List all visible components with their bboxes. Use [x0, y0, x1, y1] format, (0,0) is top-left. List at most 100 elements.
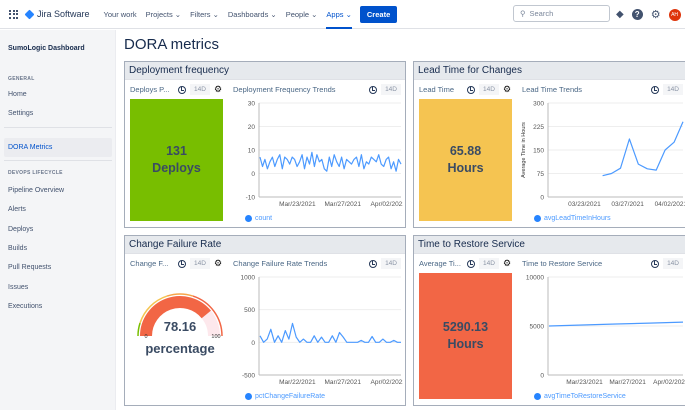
- stat-unit: percentage: [145, 341, 215, 356]
- sidebar-item-pipeline-overview[interactable]: Pipeline Overview: [8, 187, 65, 194]
- jira-logo[interactable]: Jira Software: [24, 9, 90, 19]
- top-nav: Jira Software Your work Projects ⌄ Filters…: [0, 0, 685, 29]
- stat-value: 65.88: [449, 144, 482, 158]
- nav-item[interactable]: Your work: [103, 9, 137, 19]
- legend-label: count: [255, 215, 273, 222]
- nav-item[interactable]: Projects ⌄: [145, 9, 182, 19]
- chart-legend[interactable]: count: [245, 215, 272, 222]
- series-line: [259, 322, 401, 343]
- time-range-badge[interactable]: 14D: [479, 84, 499, 95]
- trend-chart: 300 225 150 75 0 03/23/2021 03/27/2021 04/02/20…: [521, 101, 685, 209]
- y-axis-label: Average Time in Hours: [521, 122, 527, 178]
- search-input[interactable]: ⚲ Search: [513, 5, 610, 22]
- clock-icon[interactable]: [178, 85, 186, 94]
- sidebar-item-dora-metrics[interactable]: DORA Metrics: [4, 138, 112, 157]
- gauge-band: [139, 295, 168, 324]
- sidebar-title: SumoLogic Dashboard: [8, 45, 85, 52]
- y-tick-label: 0: [251, 171, 255, 178]
- clock-icon[interactable]: [651, 85, 660, 94]
- chart-legend[interactable]: avgLeadTimeInHours: [534, 215, 611, 222]
- gear-icon[interactable]: ⚙: [213, 258, 223, 268]
- stat-header: Lead Time 14D ⚙: [419, 84, 511, 95]
- clock-icon[interactable]: [369, 85, 378, 94]
- sidebar-item-executions[interactable]: Executions: [8, 302, 43, 310]
- y-tick-label: 75: [537, 171, 545, 178]
- trend-title[interactable]: Deployment Frequency Trends: [233, 85, 336, 94]
- chart-legend[interactable]: avgTimeToRestoreService: [534, 393, 626, 400]
- time-range-badge[interactable]: 14D: [190, 84, 210, 95]
- x-tick-label: Mar/27/2021: [609, 379, 646, 386]
- settings-icon[interactable]: ⚙: [650, 9, 661, 21]
- x-tick-label: Mar/23/2021: [279, 201, 316, 208]
- clock-icon[interactable]: [467, 85, 475, 94]
- notifications-icon[interactable]: ◆: [616, 9, 624, 20]
- gear-icon[interactable]: ⚙: [213, 84, 223, 94]
- time-range-badge[interactable]: 14D: [190, 258, 210, 269]
- stat-title[interactable]: Lead Time: [419, 85, 455, 94]
- x-tick-label: 04/02/2021: [655, 201, 685, 208]
- panel-title: Change Failure Rate: [125, 236, 405, 254]
- clock-icon[interactable]: [467, 259, 475, 268]
- panel-title: Lead Time for Changes: [414, 62, 685, 80]
- stat-value: 131: [166, 144, 187, 158]
- sidebar-item-pull-requests[interactable]: Pull Requests: [8, 264, 52, 272]
- trend-chart: 1000 500 0 -500 Mar/22/2021 Mar/27/2021 Apr/02…: [241, 275, 403, 387]
- app-switcher-icon[interactable]: [9, 9, 18, 19]
- time-range-badge[interactable]: 14D: [663, 84, 683, 95]
- stat-title[interactable]: Average Ti...: [419, 259, 461, 268]
- gauge-band: [137, 322, 141, 337]
- sidebar-item-home[interactable]: Home: [8, 91, 27, 98]
- gauge-label: 100: [211, 334, 220, 340]
- chart-legend[interactable]: pctChangeFailureRate: [245, 393, 325, 400]
- trend-title[interactable]: Time to Restore Service: [522, 259, 603, 268]
- clock-icon[interactable]: [369, 259, 378, 268]
- panel-lead-time-for-changes: Lead Time for Changes Lead Time 14D ⚙ Lead T…: [413, 61, 685, 228]
- time-range-badge[interactable]: 14D: [381, 84, 401, 95]
- trend-title[interactable]: Change Failure Rate Trends: [233, 259, 328, 268]
- time-range-badge[interactable]: 14D: [381, 258, 401, 269]
- stat-unit: Hours: [447, 161, 484, 175]
- y-tick-label: -10: [246, 195, 256, 202]
- y-tick-label: 10: [248, 148, 256, 155]
- nav-item[interactable]: Apps ⌄: [326, 0, 353, 29]
- sidebar-item-issues[interactable]: Issues: [8, 283, 29, 291]
- stat-title[interactable]: Deploys P...: [130, 85, 170, 94]
- gauge-band: [192, 295, 223, 337]
- create-button[interactable]: Create: [359, 5, 398, 23]
- stat-tile[interactable]: 131 Deploys: [130, 99, 223, 221]
- y-tick-label: 500: [244, 307, 255, 314]
- clock-icon[interactable]: [178, 259, 186, 268]
- avatar[interactable]: AH: [668, 8, 681, 21]
- sidebar-item-settings[interactable]: Settings: [8, 110, 34, 117]
- time-range-badge[interactable]: 14D: [479, 258, 499, 269]
- panel-title: Deployment frequency: [125, 62, 405, 80]
- y-tick-label: 0: [540, 195, 544, 202]
- nav-item[interactable]: Filters ⌄: [190, 9, 219, 19]
- trend-header: Lead Time Trends 14D: [522, 84, 683, 95]
- x-tick-label: Apr/02/2021: [371, 379, 403, 386]
- gear-icon[interactable]: ⚙: [502, 84, 512, 94]
- x-tick-label: 03/27/2021: [611, 201, 644, 208]
- stat-tile[interactable]: 65.88 Hours: [419, 99, 512, 221]
- x-tick-label: Mar/27/2021: [325, 201, 362, 208]
- sidebar: SumoLogic Dashboard GENERAL DORA Metrics…: [0, 30, 116, 410]
- gauge-fill: [140, 296, 211, 337]
- y-tick-label: 30: [248, 101, 256, 108]
- stat-title[interactable]: Change F...: [130, 259, 169, 268]
- legend-dot-icon: [534, 393, 541, 400]
- legend-dot-icon: [245, 215, 252, 222]
- trend-title[interactable]: Lead Time Trends: [522, 85, 583, 94]
- sidebar-item-alerts[interactable]: Alerts: [8, 206, 26, 214]
- clock-icon[interactable]: [651, 259, 660, 268]
- y-tick-label: 5000: [530, 324, 545, 331]
- gauge-band: [166, 293, 194, 297]
- sidebar-item-builds[interactable]: Builds: [8, 244, 28, 252]
- nav-item[interactable]: Dashboards ⌄: [227, 9, 277, 19]
- brand-name: Jira Software: [37, 9, 90, 19]
- sidebar-item-deploys[interactable]: Deploys: [8, 225, 34, 233]
- time-range-badge[interactable]: 14D: [663, 258, 683, 269]
- stat-tile[interactable]: 5290.13 Hours: [419, 273, 512, 399]
- help-icon[interactable]: ?: [631, 9, 643, 20]
- gear-icon[interactable]: ⚙: [502, 258, 512, 268]
- nav-item[interactable]: People ⌄: [285, 9, 318, 19]
